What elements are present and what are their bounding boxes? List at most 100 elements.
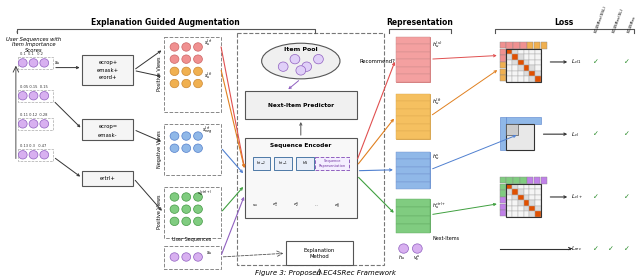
Circle shape — [314, 54, 323, 64]
Circle shape — [19, 59, 27, 67]
Circle shape — [302, 62, 312, 71]
Circle shape — [170, 79, 179, 88]
Circle shape — [29, 92, 38, 100]
Bar — [535, 195, 541, 200]
Bar — [506, 124, 534, 150]
Bar — [396, 167, 430, 174]
Text: $s_u^{(s)}$: $s_u^{(s)}$ — [204, 37, 212, 48]
Circle shape — [412, 244, 422, 253]
Text: EC4SRec(SSL): EC4SRec(SSL) — [594, 4, 607, 33]
Bar — [396, 94, 430, 139]
Bar — [524, 206, 529, 211]
Bar — [396, 109, 430, 116]
Bar — [396, 152, 430, 187]
Bar — [500, 204, 506, 210]
Circle shape — [193, 132, 202, 140]
Text: Representation: Representation — [386, 18, 452, 27]
Bar — [245, 91, 356, 119]
Circle shape — [170, 144, 179, 152]
Circle shape — [182, 205, 191, 213]
Bar — [535, 60, 541, 65]
Text: ✓: ✓ — [624, 131, 630, 137]
Text: ✓: ✓ — [593, 131, 598, 137]
Text: 0.1  0.1   0.2: 0.1 0.1 0.2 — [20, 52, 43, 56]
Bar — [520, 42, 527, 49]
Circle shape — [170, 55, 179, 63]
Bar — [512, 206, 518, 211]
Circle shape — [170, 43, 179, 51]
Bar — [253, 157, 271, 170]
Text: $e_n^u$: $e_n^u$ — [334, 201, 340, 210]
Text: Negative Views: Negative Views — [157, 130, 163, 168]
Bar — [506, 60, 512, 65]
Text: ertrl+: ertrl+ — [100, 176, 116, 181]
Text: $v_k^u$: $v_k^u$ — [413, 253, 420, 263]
Bar — [506, 184, 512, 189]
Text: ✓: ✓ — [624, 59, 630, 65]
Bar — [500, 75, 506, 81]
Text: ✓: ✓ — [624, 194, 630, 200]
Bar — [513, 177, 520, 184]
Bar — [524, 54, 529, 60]
Text: Next-Item Predictor: Next-Item Predictor — [268, 103, 334, 108]
Bar — [535, 211, 541, 217]
Circle shape — [278, 62, 288, 71]
Text: $L_{rec}$: $L_{rec}$ — [571, 244, 582, 253]
Text: ✓: ✓ — [593, 246, 598, 252]
Bar — [506, 54, 512, 60]
Circle shape — [40, 151, 49, 159]
Bar — [18, 57, 53, 69]
Bar — [396, 67, 430, 74]
Bar — [529, 189, 535, 195]
Bar — [520, 177, 527, 184]
Bar — [535, 49, 541, 54]
Circle shape — [29, 59, 38, 67]
Bar — [534, 42, 540, 49]
Bar — [529, 54, 535, 60]
Bar — [506, 200, 512, 206]
Bar — [527, 42, 533, 49]
Bar — [396, 131, 430, 139]
Bar — [529, 206, 535, 211]
Bar — [518, 65, 524, 71]
Text: emask+: emask+ — [97, 68, 119, 73]
Bar — [535, 189, 541, 195]
Bar — [524, 200, 529, 206]
Circle shape — [182, 144, 191, 152]
Bar — [529, 211, 535, 217]
Bar — [518, 71, 524, 76]
Bar — [529, 195, 535, 200]
Bar — [535, 65, 541, 71]
Bar — [518, 60, 524, 65]
Text: Explanation
Method: Explanation Method — [304, 248, 335, 259]
Bar — [83, 56, 133, 85]
Bar — [500, 117, 506, 150]
Bar — [500, 42, 506, 48]
Text: $L_{cl}$: $L_{cl}$ — [571, 130, 579, 139]
Bar — [396, 116, 430, 124]
Bar — [518, 195, 524, 200]
Bar — [529, 60, 535, 65]
Bar — [164, 187, 221, 238]
Text: ...: ... — [315, 203, 318, 207]
Text: $s_u$: $s_u$ — [252, 202, 258, 209]
Bar — [535, 76, 541, 82]
Text: emask-: emask- — [98, 133, 118, 138]
Bar — [518, 189, 524, 195]
Bar — [524, 189, 529, 195]
Bar — [83, 119, 133, 140]
Bar — [512, 189, 518, 195]
Bar — [541, 42, 547, 49]
Bar — [541, 177, 547, 184]
Text: Figure 3: Proposed EC4SRec Framework: Figure 3: Proposed EC4SRec Framework — [255, 270, 396, 276]
Circle shape — [193, 193, 202, 201]
Bar — [164, 246, 221, 269]
Bar — [506, 211, 512, 217]
Circle shape — [170, 132, 179, 140]
Circle shape — [182, 79, 191, 88]
Bar — [513, 42, 520, 49]
Text: User Sequences with
Item Importance
Scores: User Sequences with Item Importance Scor… — [6, 37, 61, 53]
Text: $s_u$: $s_u$ — [54, 59, 61, 67]
Bar — [396, 152, 430, 160]
Circle shape — [170, 253, 179, 261]
